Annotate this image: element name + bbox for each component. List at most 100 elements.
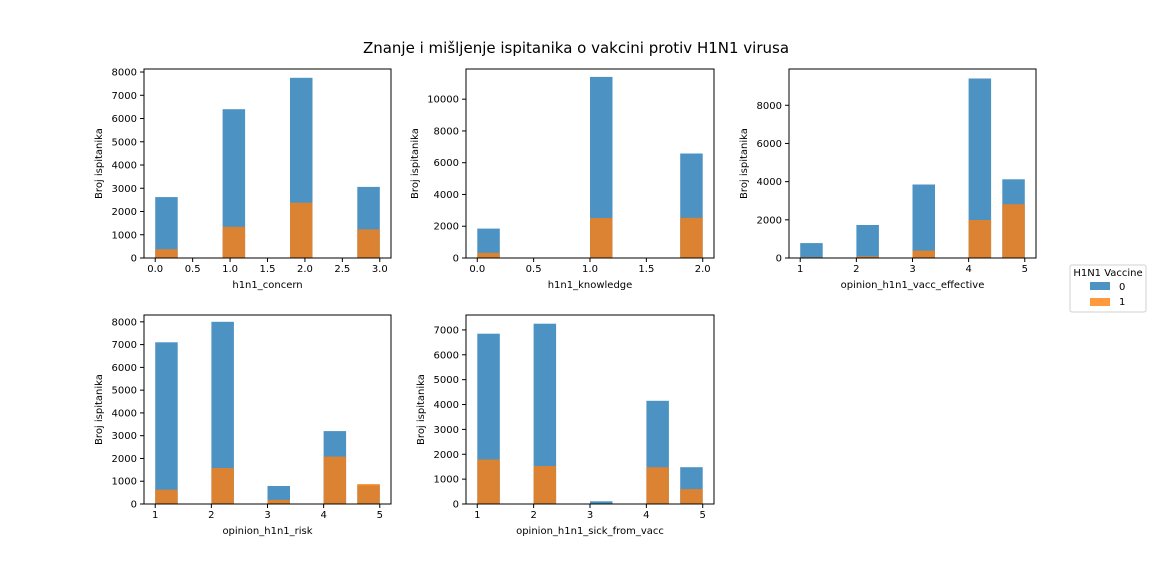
y-tick: 2000 [434, 222, 466, 233]
bar-series-1-3 [912, 250, 935, 258]
bar-series-0-1 [155, 197, 178, 258]
x-tick: 0.5 [526, 258, 542, 275]
bar-series-0-1 [155, 342, 178, 504]
y-tick-label: 2000 [112, 454, 137, 465]
x-tick: 2.0 [695, 258, 711, 275]
y-tick-label: 0 [453, 254, 459, 265]
y-tick-label: 0 [776, 254, 782, 265]
y-tick: 4000 [757, 177, 789, 188]
y-tick: 5000 [434, 375, 466, 386]
x-tick-label: 5 [377, 510, 383, 521]
y-tick: 1000 [434, 475, 466, 486]
y-tick-label: 6000 [434, 158, 459, 169]
x-tick: 4 [643, 504, 650, 521]
bar-series-1-4 [323, 456, 347, 504]
y-tick-label: 3000 [112, 184, 137, 195]
x-tick-label: 3 [587, 510, 593, 521]
y-tick-label: 1000 [434, 475, 459, 486]
x-tick: 2 [208, 504, 215, 521]
x-axis-label: opinion_h1n1_vacc_effective [841, 280, 985, 291]
y-tick: 1000 [112, 230, 144, 241]
legend-swatch-1 [1090, 298, 1110, 306]
subplot-1: 0.0 0.5 1.0 1.5 2.0 2.5 3.0 0 1000 2000 3000 4000 50… [94, 68, 392, 291]
y-tick: 2000 [112, 454, 144, 465]
y-tick: 2000 [757, 215, 789, 226]
y-tick: 8000 [757, 101, 789, 112]
bar-series-1-5 [357, 484, 380, 504]
y-tick: 0 [131, 254, 144, 265]
y-axis-label: Broj ispitanika [410, 128, 421, 199]
x-tick-label: 4 [965, 264, 971, 275]
bar-series-1-2 [211, 468, 234, 504]
legend-label-1: 1 [1119, 297, 1125, 308]
x-tick-label: 2.0 [695, 264, 711, 275]
y-tick-label: 7000 [112, 91, 137, 102]
y-tick-label: 8000 [757, 101, 782, 112]
x-tick-label: 5 [1022, 264, 1028, 275]
x-tick-label: 2.0 [297, 264, 313, 275]
legend: H1N1 Vaccine 0 1 [1069, 264, 1147, 313]
bar-series-1-3 [290, 202, 313, 258]
legend-swatch-0 [1090, 282, 1110, 290]
bar-series-1-1 [477, 252, 500, 258]
x-tick: 1 [797, 258, 803, 275]
subplot-2: 0.0 0.5 1.0 1.5 2.0 0 2000 4000 6000 8000 10000 h1n… [410, 68, 715, 291]
y-tick-label: 5000 [112, 386, 137, 397]
y-tick-label: 3000 [434, 425, 459, 436]
x-tick: 1.5 [260, 258, 276, 275]
x-tick: 2.5 [334, 258, 350, 275]
bar-series-1-1 [155, 249, 178, 258]
x-tick-label: 2 [853, 264, 859, 275]
x-tick: 4 [965, 258, 972, 275]
subplot-5: 1 2 3 4 5 0 1000 2000 3000 4000 5000 6000 7000 opinio… [416, 314, 715, 537]
x-axis-label: opinion_h1n1_sick_from_vacc [516, 526, 664, 537]
y-tick-label: 10000 [427, 95, 459, 106]
x-tick-label: 1 [797, 264, 803, 275]
x-tick: 5 [1022, 258, 1028, 275]
bar-series-1-4 [646, 467, 669, 504]
bar-series-1-3 [267, 499, 290, 504]
y-tick-label: 0 [453, 500, 459, 511]
y-tick: 6000 [434, 158, 466, 169]
y-tick: 6000 [434, 350, 466, 361]
figure-title: Znanje i mišljenje ispitanika o vakcini … [363, 39, 789, 57]
y-tick-label: 6000 [112, 114, 137, 125]
x-tick-label: 1 [152, 510, 158, 521]
x-tick-label: 3 [264, 510, 270, 521]
x-tick-label: 1.5 [260, 264, 276, 275]
bar-series-0-2 [533, 323, 557, 504]
y-tick: 7000 [434, 325, 466, 336]
x-tick: 1.5 [638, 258, 654, 275]
y-axis-label: Broj ispitanika [94, 374, 105, 445]
x-tick: 0.0 [147, 258, 163, 275]
y-tick: 0 [131, 500, 144, 511]
y-tick-label: 7000 [112, 340, 137, 351]
y-tick: 2000 [112, 207, 144, 218]
x-tick-label: 0.5 [526, 264, 542, 275]
subplots: 0.0 0.5 1.0 1.5 2.0 2.5 3.00100020003000400050… [94, 68, 1037, 537]
x-tick: 5 [377, 504, 383, 521]
y-tick-label: 0 [131, 254, 137, 265]
x-tick-label: 0.0 [469, 264, 485, 275]
x-tick: 0.5 [185, 258, 201, 275]
y-tick-label: 4000 [112, 408, 137, 419]
y-tick-label: 4000 [434, 190, 459, 201]
y-tick: 5000 [112, 386, 144, 397]
y-axis-label: Broj ispitanika [94, 128, 105, 199]
y-tick: 6000 [112, 114, 144, 125]
y-tick-label: 8000 [434, 126, 459, 137]
bar-series-1-1 [155, 489, 178, 504]
y-tick: 3000 [112, 431, 144, 442]
bar-series-1-4 [357, 229, 380, 258]
legend-label-0: 0 [1119, 282, 1125, 293]
bar-series-1-2 [590, 218, 613, 258]
bar-series-0-3 [267, 486, 290, 504]
y-tick-label: 2000 [112, 207, 137, 218]
y-tick-label: 5000 [112, 137, 137, 148]
x-axis-label: opinion_h1n1_risk [222, 526, 312, 537]
x-tick-label: 1 [474, 510, 480, 521]
y-tick-label: 1000 [112, 230, 137, 241]
y-tick-label: 6000 [112, 363, 137, 374]
bar-series-0-2 [222, 109, 246, 258]
